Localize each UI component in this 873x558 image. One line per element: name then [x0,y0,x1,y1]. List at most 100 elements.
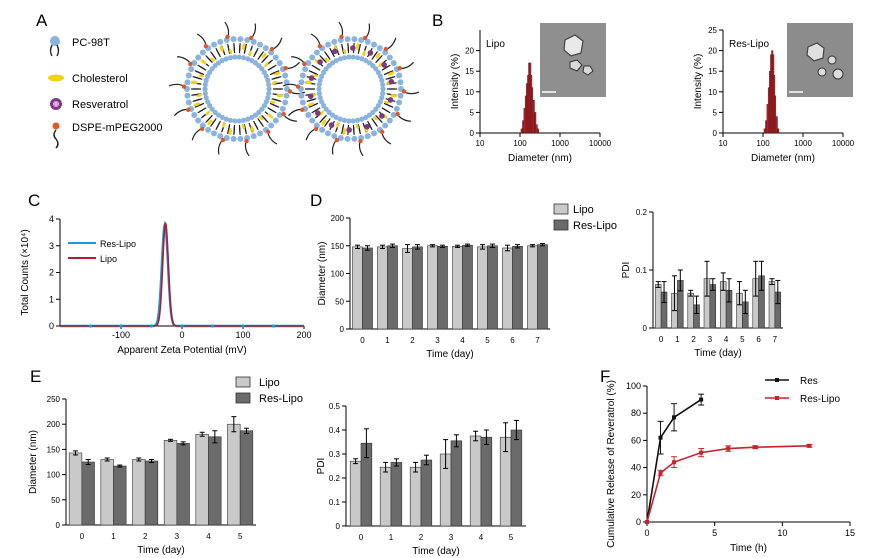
lipid-tail [199,65,207,71]
x-tick-label: 10000 [832,139,855,148]
bar-lipo [352,246,363,330]
lipid-tail [253,120,258,129]
cholesterol-molecule [362,50,366,57]
y-tick-label: 0.4 [329,426,341,435]
bar-lipo [132,459,146,526]
lipid-head [344,135,351,142]
legend-marker-res [775,378,779,382]
x-tick-label: 6 [756,335,761,344]
peg-head [269,46,275,52]
lipid-head [257,41,264,48]
lipid-head [305,111,312,118]
panel-letter-d: D [310,191,322,210]
lipid-tail [216,49,221,58]
lipid-head [230,36,237,43]
x-tick-label: 100 [235,330,250,340]
lipid-head [263,99,269,105]
lipid-head [363,114,369,121]
legend-marker-res-lipo [775,396,779,400]
cholesterol-molecule [191,80,198,84]
data-point [699,450,704,455]
bar-lipo [377,246,388,330]
cholesterol-molecule [200,59,207,65]
peg-head [317,43,323,49]
resveratrol-molecule [367,50,374,56]
lipid-tail [347,45,350,54]
resveratrol-molecule [346,127,352,133]
lipid-tail [206,56,213,64]
lipid-head [244,37,251,44]
lipid-head [207,103,213,109]
x-axis-label: Diameter (nm) [751,153,815,164]
lipid-tail [233,45,236,54]
lipid-head [364,38,371,45]
baseline-marker [149,324,154,328]
lipid-head [202,86,208,92]
lipid-head [266,82,272,88]
lipid-head [232,118,238,124]
series-line-lipo [60,222,304,327]
bar-lipo [687,292,694,329]
lipid-head [299,72,306,79]
bar-res-lipo [512,246,523,330]
bar-res-lipo [437,246,448,330]
bar-lipo [654,284,662,329]
lipid-head [313,49,320,56]
lipid-head [333,114,339,121]
lipid-tail [381,107,389,113]
dspe-peg-icon [52,122,60,149]
panel-letter-b: B [432,11,443,30]
lipid-tail [233,124,236,133]
lipid-head [223,116,229,122]
lipid-tail [352,124,355,133]
cholesterol-molecule [219,45,224,53]
x-tick-label: 1000 [551,139,569,148]
lipid-head [359,56,365,62]
lipid-head [210,130,217,137]
peg-head [220,137,226,143]
cholesterol-molecule [271,81,278,85]
x-tick-label: 2 [143,532,148,541]
lipid-head [380,86,386,92]
lipid-tail [330,49,335,58]
lipid-tail [211,118,217,126]
lipid-tail [310,70,319,76]
liposome-empty [168,21,306,157]
y-tick-label: 3 [49,241,54,251]
cholesterol-molecule [242,43,246,50]
lipid-tail [341,45,345,54]
lipid-head [321,103,327,109]
peg-head [397,65,402,71]
lipid-head [337,134,344,141]
resveratrol-molecule [387,97,394,103]
lipid-head [363,57,369,64]
y-tick-label: 20 [708,47,717,56]
lipid-tail [194,98,203,102]
y-tick-label: 0.1 [329,498,341,507]
lipid-tail [269,102,278,108]
lipid-tail [257,118,263,126]
lipid-tail [227,45,231,54]
histogram-bar [534,112,537,134]
lipid-tail [243,124,247,133]
cholesterol-molecule [305,80,312,84]
bar-res-lipo [510,429,523,527]
y-axis-label: PDI [621,262,632,279]
y-tick-label: 0 [713,129,718,138]
cholesterol-molecule [375,52,381,59]
bar-res-lipo [362,247,373,330]
legend-d-lipo: Lipo [573,204,594,216]
lipid-tail [196,70,205,76]
x-tick-label: 0 [359,533,364,542]
y-axis-label: Total Counts (×10⁴) [20,229,31,315]
lipid-tail [375,56,382,64]
lipid-head [316,86,322,92]
lipid-head [316,82,322,88]
peg-head [379,129,385,135]
histogram-bar [520,128,523,134]
cholesterol-molecule [210,57,216,62]
lipid-head [309,117,316,124]
lipid-head [272,54,279,61]
bar-res-lipo [487,245,498,330]
